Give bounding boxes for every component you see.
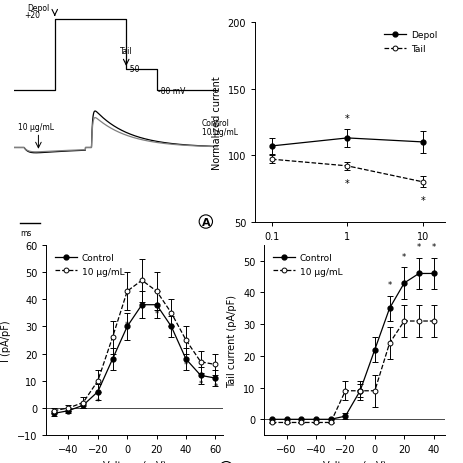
Text: *: * [213,382,217,391]
Legend: Control, 10 μg/mL: Control, 10 μg/mL [51,250,128,280]
X-axis label: KIOM-79 Conc. (μg/mL): KIOM-79 Conc. (μg/mL) [293,247,406,257]
X-axis label: Voltage (mV): Voltage (mV) [103,460,166,463]
Text: *: * [95,397,100,406]
Y-axis label: Normalized current: Normalized current [212,76,222,169]
Text: *: * [416,243,420,252]
Text: *: * [139,304,144,313]
Text: *: * [344,114,349,124]
X-axis label: Voltage (mV): Voltage (mV) [323,460,386,463]
Text: *: * [419,196,424,206]
Text: *: * [401,252,406,261]
Legend: Depol, Tail: Depol, Tail [379,28,440,57]
Text: A: A [201,217,210,227]
Y-axis label: I (pA/pF): I (pA/pF) [1,319,12,361]
Text: *: * [183,361,188,369]
Text: *: * [387,281,391,290]
Text: *: * [125,320,129,329]
Y-axis label: Tail current (pA/pF): Tail current (pA/pF) [227,294,237,387]
Text: *: * [431,243,435,252]
Legend: Control, 10 μg/mL: Control, 10 μg/mL [269,250,345,280]
Text: *: * [344,178,349,188]
Text: *: * [154,309,158,318]
Text: *: * [198,380,202,388]
